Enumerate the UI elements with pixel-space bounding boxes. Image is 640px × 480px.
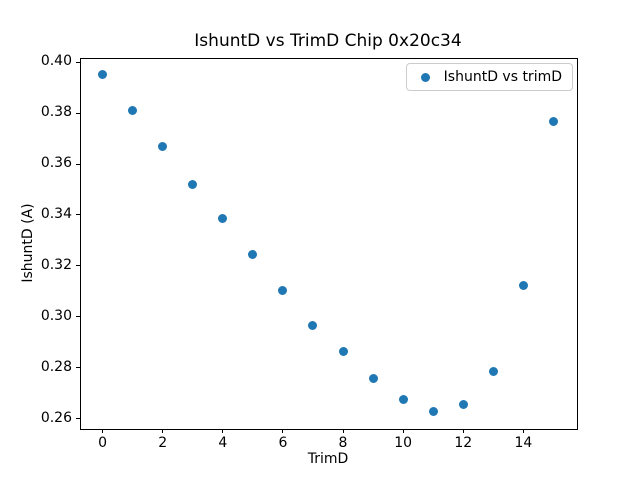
y-tick-label: 0.28: [40, 358, 72, 375]
y-tick-mark: [76, 418, 80, 420]
x-tick-label: 0: [98, 435, 107, 451]
data-point: [398, 395, 408, 405]
y-tick-mark: [76, 316, 80, 318]
data-point: [248, 249, 258, 259]
data-point: [308, 321, 318, 331]
x-tick-label: 6: [278, 435, 288, 451]
x-axis-label: TrimD: [307, 451, 349, 467]
y-tick-mark: [76, 61, 80, 63]
legend-label: IshuntD vs trimD: [443, 69, 562, 85]
y-tick-label: 0.36: [40, 155, 72, 171]
data-point: [158, 141, 168, 151]
data-point: [278, 285, 288, 295]
data-point: [428, 406, 438, 416]
data-point: [128, 105, 138, 115]
x-tick-mark: [402, 429, 404, 433]
legend-marker-icon: [420, 72, 430, 82]
y-tick-label: 0.34: [40, 205, 72, 222]
x-tick-label: 14: [514, 435, 533, 451]
data-point: [458, 400, 468, 410]
x-tick-mark: [222, 429, 224, 433]
y-tick-mark: [76, 112, 80, 114]
x-tick-mark: [522, 429, 524, 433]
data-point: [188, 179, 198, 189]
y-tick-label: 0.38: [40, 104, 72, 121]
legend: IshuntD vs trimD: [405, 63, 573, 91]
data-point: [98, 70, 108, 80]
y-tick-label: 0.32: [40, 256, 72, 273]
y-tick-label: 0.40: [40, 53, 72, 70]
data-point: [548, 117, 558, 127]
x-tick-label: 4: [218, 435, 228, 451]
x-tick-mark: [462, 429, 464, 433]
data-point: [218, 214, 228, 224]
x-tick-mark: [162, 429, 164, 433]
y-tick-mark: [76, 214, 80, 216]
data-point: [488, 367, 498, 377]
x-tick-mark: [102, 429, 104, 433]
data-point: [338, 346, 348, 356]
data-point: [368, 373, 378, 383]
x-tick-mark: [282, 429, 284, 433]
x-tick-label: 10: [394, 435, 413, 451]
data-point: [518, 280, 528, 290]
chart-title: IshuntD vs TrimD Chip 0x20c34: [194, 31, 462, 51]
y-tick-label: 0.30: [40, 307, 72, 324]
y-tick-mark: [76, 265, 80, 267]
x-tick-label: 12: [454, 435, 473, 451]
x-tick-label: 8: [338, 435, 348, 451]
y-tick-mark: [76, 163, 80, 165]
plot-area: IshuntD vs trimD: [80, 58, 578, 430]
x-tick-label: 2: [158, 435, 168, 451]
x-tick-mark: [342, 429, 344, 433]
y-tick-label: 0.26: [40, 409, 72, 426]
y-tick-mark: [76, 367, 80, 369]
